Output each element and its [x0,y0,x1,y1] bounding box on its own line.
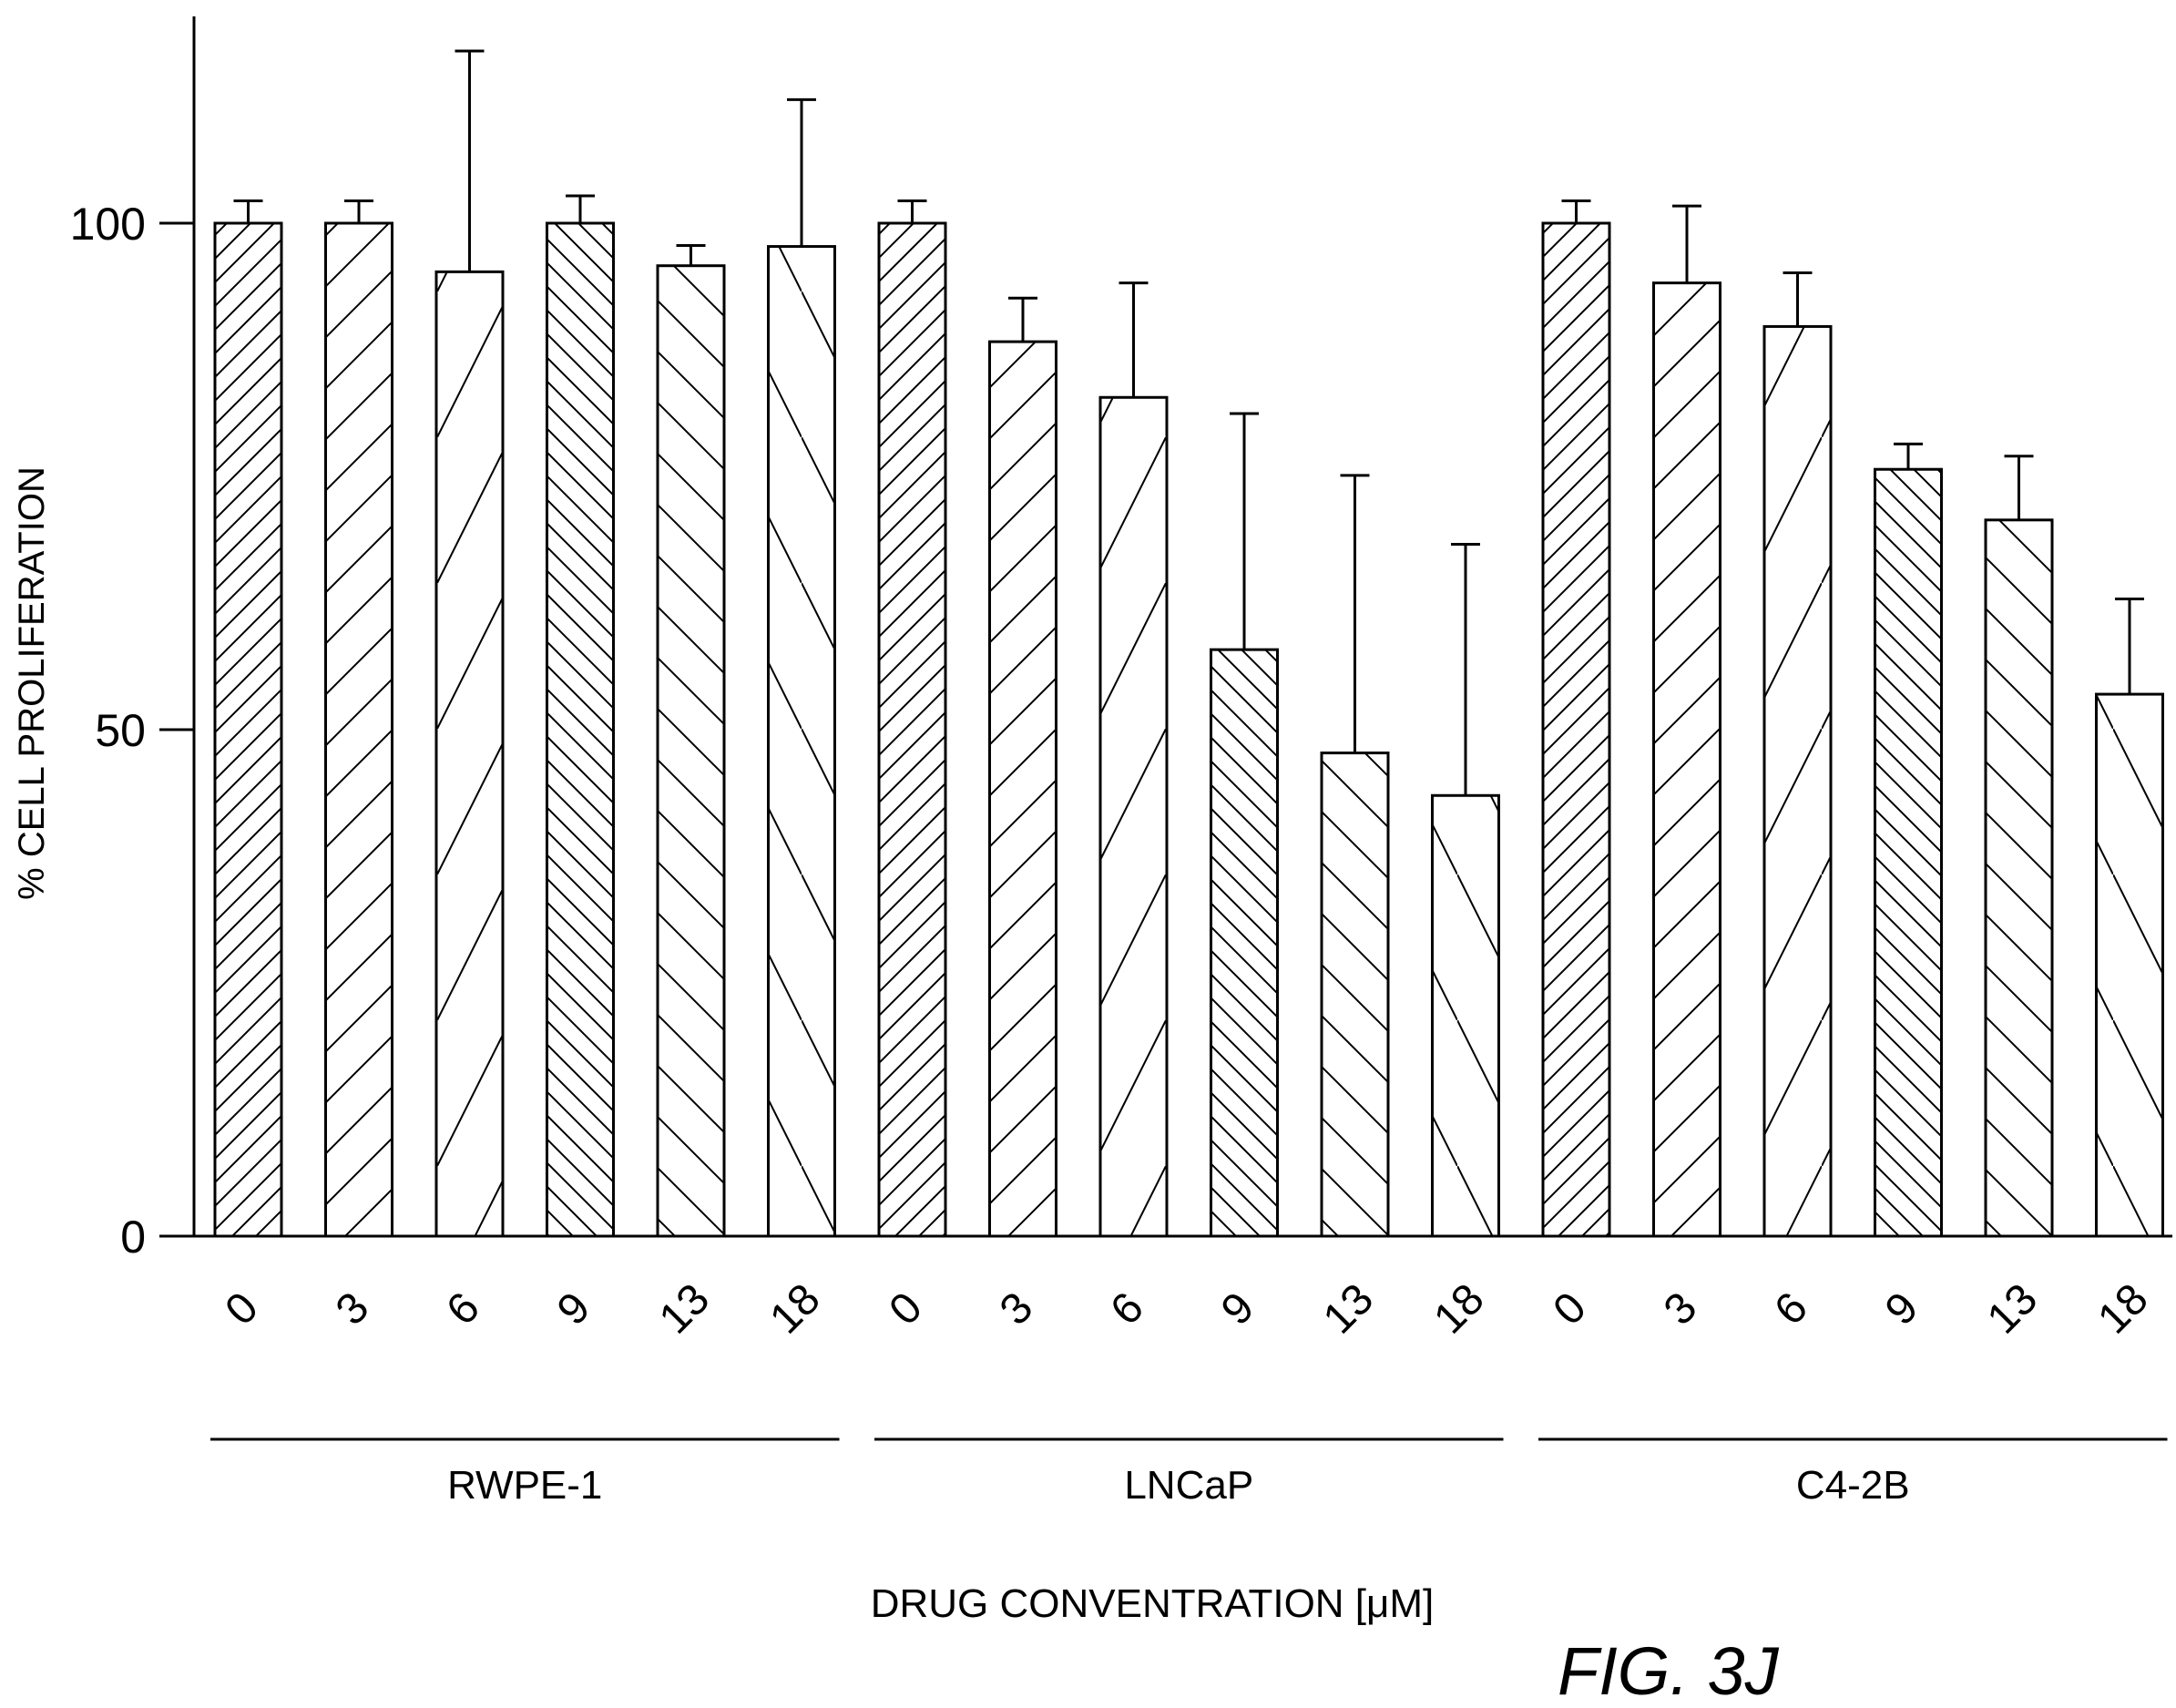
x-tick-label: 6 [437,1284,488,1335]
error-bars-layer [233,49,2144,796]
group-label: C4-2B [1796,1463,1910,1508]
bar-lncap-13 [1320,752,1390,1238]
x-tick-label: 3 [1655,1284,1706,1335]
x-tick-label: 9 [1876,1284,1927,1335]
x-tick-label: 18 [1425,1274,1493,1343]
bar-lncap-0 [877,221,947,1238]
x-tick-labels: 0 3 6 9 13 18 0 3 6 9 13 18 0 3 6 9 13 18 [216,1274,2157,1343]
bars-layer [213,221,2164,1238]
x-tick-label: 13 [650,1274,719,1343]
bar-c4-2b-18 [2095,692,2164,1238]
x-tick-label: 0 [216,1284,267,1335]
x-tick-label: 9 [548,1284,599,1335]
bar-lncap-6 [1098,395,1169,1238]
bar-c4-2b-6 [1762,324,1833,1238]
x-axis-title: DRUG CONVENTRATION [μM] [871,1581,1435,1626]
bar-c4-2b-9 [1874,467,1943,1238]
x-tick-label: 6 [1101,1284,1152,1335]
figure-label: FIG. 3J [1558,1633,1780,1708]
x-tick-label: 9 [1212,1284,1263,1335]
y-ticks: 0 50 100 [70,199,194,1263]
bar-rwpe-1-3 [324,221,393,1238]
bar-rwpe-1-0 [213,221,283,1238]
x-tick-label: 3 [327,1284,378,1335]
x-tick-label: 3 [991,1284,1042,1335]
x-tick-label: 6 [1765,1284,1816,1335]
x-tick-label: 13 [1978,1274,2047,1343]
bar-c4-2b-0 [1541,221,1611,1238]
group-labels: RWPE-1 LNCaP C4-2B [210,1437,2168,1508]
bar-rwpe-1-18 [767,245,836,1238]
x-tick-label: 0 [880,1284,931,1335]
y-tick-label: 0 [120,1212,146,1263]
group-label: LNCaP [1124,1463,1253,1508]
x-tick-label: 0 [1544,1284,1595,1335]
y-tick-label: 50 [95,705,146,756]
bar-lncap-18 [1431,793,1500,1238]
bar-c4-2b-13 [1984,518,2054,1238]
bar-rwpe-1-6 [434,270,505,1238]
group-label: RWPE-1 [447,1463,602,1508]
bar-rwpe-1-13 [656,264,726,1238]
bar-lncap-9 [1210,648,1279,1238]
bar-lncap-3 [988,340,1057,1238]
bar-rwpe-1-9 [546,221,615,1238]
y-axis-title: % CELL PROLIFERATION [12,466,52,900]
x-tick-label: 13 [1314,1274,1383,1343]
y-tick-label: 100 [70,199,146,250]
x-tick-label: 18 [2089,1274,2157,1343]
bar-c4-2b-3 [1652,281,1721,1238]
x-tick-label: 18 [761,1274,829,1343]
